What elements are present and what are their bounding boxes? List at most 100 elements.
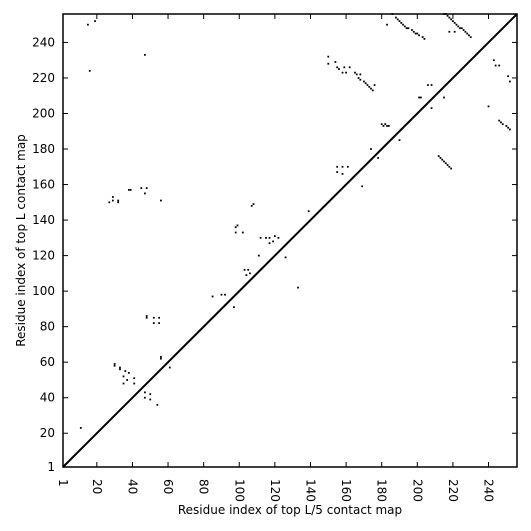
points-layer (79, 13, 511, 429)
contact-point (336, 66, 339, 69)
contact-point (468, 34, 470, 37)
contact-point (444, 162, 447, 165)
contact-point (450, 18, 453, 21)
x-tick-label: 160 (339, 479, 353, 502)
contact-point (370, 87, 372, 90)
contact-point (364, 82, 367, 85)
contact-point (127, 188, 130, 191)
y-tick-label: 140 (32, 213, 55, 227)
contact-point (500, 121, 502, 124)
contact-point (508, 128, 511, 131)
contact-point (140, 187, 143, 189)
contact-point (113, 363, 116, 365)
contact-point (507, 75, 509, 78)
contact-point (79, 427, 82, 429)
x-tick-label: 40 (125, 479, 139, 494)
y-tick-label: 20 (40, 426, 55, 440)
contact-point (119, 368, 121, 371)
contact-point (133, 382, 136, 385)
contact-point (145, 316, 148, 319)
plot-frame (62, 13, 518, 468)
contact-point (145, 187, 148, 189)
contact-point (345, 71, 347, 74)
contact-point (158, 322, 161, 324)
contact-point (152, 322, 155, 324)
y-tick-label: 1 (47, 460, 55, 474)
contact-point (403, 25, 406, 28)
contact-point (122, 375, 125, 378)
x-tick-label: 220 (446, 479, 460, 502)
x-tick-label: 200 (410, 479, 424, 502)
contact-point (233, 306, 235, 309)
contact-point (398, 139, 401, 142)
x-axis-label: Residue index of top L/5 contact map (178, 503, 402, 517)
contact-point (411, 29, 413, 31)
x-axis: 1 20 40 60 80 100 120 140 160 180 200 220 240 (56, 14, 496, 502)
x-tick-label: 20 (90, 479, 104, 494)
contact-point (455, 23, 458, 26)
contact-point (119, 366, 121, 369)
contact-point (87, 23, 89, 26)
contact-point (363, 80, 365, 83)
contact-point (400, 21, 403, 24)
contact-point (418, 96, 420, 99)
contact-point (327, 62, 330, 65)
contact-point (284, 256, 287, 259)
contact-point (387, 125, 390, 127)
contact-point (88, 69, 91, 72)
contact-point (462, 29, 465, 31)
contact-point (373, 84, 376, 86)
x-tick-label: 140 (303, 479, 317, 502)
contact-point (453, 30, 456, 33)
contact-point (245, 274, 248, 277)
contact-point (126, 379, 128, 381)
contact-point (117, 199, 120, 202)
x-tick-label: 180 (375, 479, 389, 502)
contact-point (348, 66, 351, 69)
contact-point (469, 36, 472, 38)
contact-point (268, 242, 271, 245)
contact-point (243, 268, 246, 271)
contact-point (414, 32, 417, 35)
contact-point (236, 224, 239, 227)
contact-point (354, 71, 356, 74)
contact-point (505, 125, 508, 127)
contact-point (111, 199, 114, 202)
contact-point (338, 68, 340, 70)
x-tick-label: 100 (232, 479, 246, 502)
contact-point (380, 123, 383, 126)
contact-point (250, 204, 253, 207)
contact-point (412, 30, 415, 33)
contact-point (430, 84, 433, 86)
contact-point (158, 316, 161, 319)
x-tick-label: 60 (161, 479, 175, 494)
contact-point (234, 231, 237, 234)
contact-point (366, 84, 369, 86)
contact-point (268, 236, 271, 239)
y-tick-label: 60 (40, 355, 55, 369)
contact-point (241, 231, 244, 234)
contact-point (446, 164, 449, 166)
contact-point (265, 236, 267, 239)
contact-point (443, 96, 445, 99)
contact-point (460, 27, 463, 30)
contact-point (247, 268, 250, 271)
contact-point (124, 370, 127, 372)
contact-point (448, 30, 451, 33)
contact-point (127, 371, 130, 374)
contact-point (156, 403, 159, 406)
contact-point (144, 53, 146, 56)
contact-point (402, 23, 404, 26)
y-tick-label: 40 (40, 391, 55, 405)
contact-point (508, 80, 511, 83)
contact-point (149, 398, 152, 401)
contact-point (423, 37, 426, 40)
contact-point (144, 396, 146, 399)
contact-point (111, 196, 114, 198)
contact-point (368, 85, 371, 88)
y-tick-label: 180 (32, 142, 55, 156)
contact-point (160, 355, 162, 358)
contact-point (448, 16, 451, 19)
contact-point (249, 272, 251, 275)
diagonal-line (62, 13, 518, 468)
